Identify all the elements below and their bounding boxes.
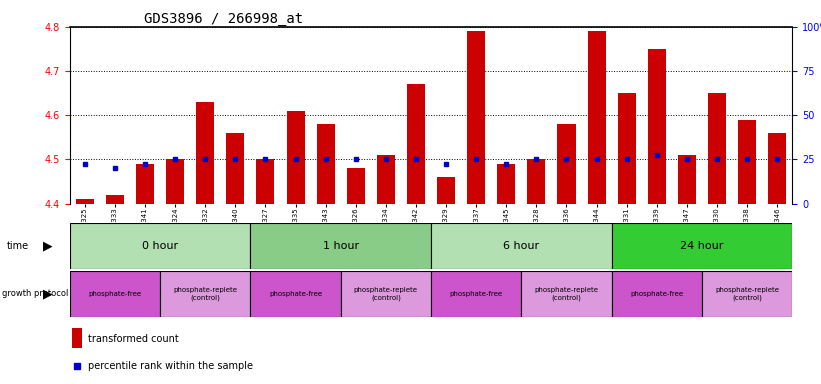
Bar xyxy=(612,223,792,269)
Bar xyxy=(521,271,612,317)
Bar xyxy=(166,159,184,204)
Bar xyxy=(346,168,365,204)
Bar xyxy=(76,199,94,204)
Bar xyxy=(612,271,702,317)
Bar xyxy=(250,223,431,269)
Bar xyxy=(377,155,395,204)
Text: phosphate-replete
(control): phosphate-replete (control) xyxy=(173,287,237,301)
Text: ▶: ▶ xyxy=(43,239,53,252)
Bar xyxy=(227,133,245,204)
Bar xyxy=(256,159,274,204)
Bar xyxy=(527,159,545,204)
Bar xyxy=(341,271,431,317)
Text: 0 hour: 0 hour xyxy=(142,241,178,251)
Bar xyxy=(70,223,250,269)
Bar xyxy=(648,49,666,204)
Bar xyxy=(498,164,516,204)
Text: phosphate-free: phosphate-free xyxy=(450,291,502,297)
Bar xyxy=(160,271,250,317)
Bar xyxy=(588,31,606,204)
Text: phosphate-replete
(control): phosphate-replete (control) xyxy=(354,287,418,301)
Text: transformed count: transformed count xyxy=(88,334,179,344)
Text: time: time xyxy=(7,241,29,251)
Text: phosphate-replete
(control): phosphate-replete (control) xyxy=(715,287,779,301)
Text: phosphate-replete
(control): phosphate-replete (control) xyxy=(534,287,599,301)
Bar xyxy=(768,133,787,204)
Bar xyxy=(702,271,792,317)
Text: 6 hour: 6 hour xyxy=(503,241,539,251)
Text: ▶: ▶ xyxy=(43,287,53,300)
Bar xyxy=(437,177,455,204)
Bar xyxy=(467,31,485,204)
Bar xyxy=(106,195,124,204)
Bar xyxy=(431,223,612,269)
Bar xyxy=(708,93,726,204)
Text: percentile rank within the sample: percentile rank within the sample xyxy=(88,361,253,371)
Bar xyxy=(407,84,425,204)
Text: growth protocol: growth protocol xyxy=(2,289,68,298)
Bar xyxy=(431,271,521,317)
Bar xyxy=(557,124,576,204)
Bar xyxy=(250,271,341,317)
Bar xyxy=(738,120,756,204)
Text: phosphate-free: phosphate-free xyxy=(269,291,322,297)
Bar xyxy=(71,328,82,349)
Text: GDS3896 / 266998_at: GDS3896 / 266998_at xyxy=(144,12,303,25)
Bar xyxy=(196,102,214,204)
Text: 24 hour: 24 hour xyxy=(681,241,723,251)
Bar xyxy=(678,155,696,204)
Text: phosphate-free: phosphate-free xyxy=(89,291,141,297)
Bar xyxy=(136,164,154,204)
Bar xyxy=(287,111,305,204)
Bar xyxy=(617,93,635,204)
Text: 1 hour: 1 hour xyxy=(323,241,359,251)
Bar xyxy=(317,124,335,204)
Text: phosphate-free: phosphate-free xyxy=(631,291,683,297)
Bar xyxy=(70,271,160,317)
